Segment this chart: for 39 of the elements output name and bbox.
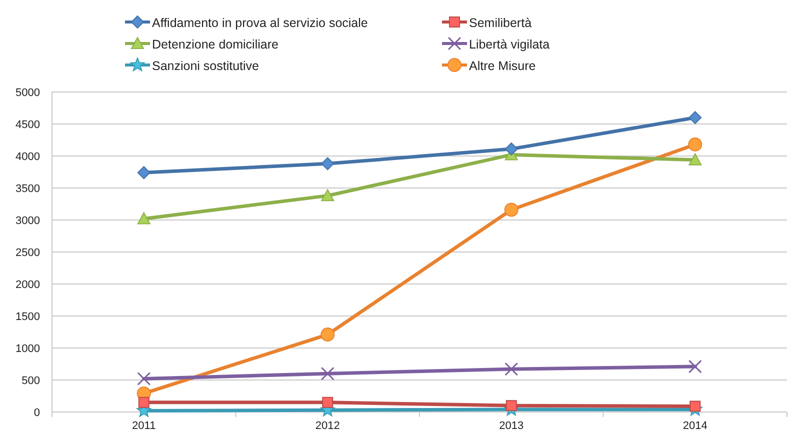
- y-tick-label: 4500: [16, 119, 40, 131]
- point: [320, 366, 334, 380]
- point: [688, 111, 702, 124]
- y-tick-label: 3500: [16, 183, 40, 195]
- x-tick-label: 2014: [682, 420, 708, 432]
- x-tick-label: 2012: [315, 420, 340, 432]
- point: [137, 372, 151, 386]
- point: [688, 360, 702, 374]
- legend-label: Semilibertà: [469, 16, 532, 30]
- point: [320, 328, 335, 342]
- point: [688, 153, 702, 166]
- legend-label: Libertà vigilata: [469, 38, 550, 52]
- y-tick-label: 3000: [16, 215, 40, 227]
- legend-label: Affidamento in prova al servizio sociale: [152, 16, 368, 30]
- point: [138, 396, 150, 408]
- point: [688, 137, 702, 152]
- point: [321, 157, 334, 170]
- y-tick-label: 1500: [16, 311, 40, 323]
- point: [504, 142, 518, 156]
- legend-label: Altre Misure: [469, 59, 536, 73]
- y-tick-label: 0: [34, 407, 40, 419]
- point: [137, 212, 150, 224]
- legend-label: Detenzione domiciliare: [152, 38, 278, 52]
- point: [504, 362, 518, 376]
- legend-label: Sanzioni sostitutive: [152, 59, 260, 73]
- y-tick-label: 2500: [16, 247, 40, 259]
- point: [137, 166, 150, 180]
- point: [321, 189, 334, 202]
- point: [506, 400, 517, 412]
- x-tick-label: 2011: [132, 420, 156, 432]
- y-tick-label: 4000: [16, 151, 40, 163]
- y-tick-label: 2000: [16, 279, 40, 291]
- point: [322, 396, 334, 408]
- y-tick-label: 5000: [16, 87, 40, 99]
- point: [504, 202, 518, 217]
- y-tick-label: 500: [22, 375, 40, 387]
- point: [690, 400, 701, 412]
- x-tick-label: 2013: [499, 420, 524, 432]
- y-tick-label: 1000: [16, 343, 40, 355]
